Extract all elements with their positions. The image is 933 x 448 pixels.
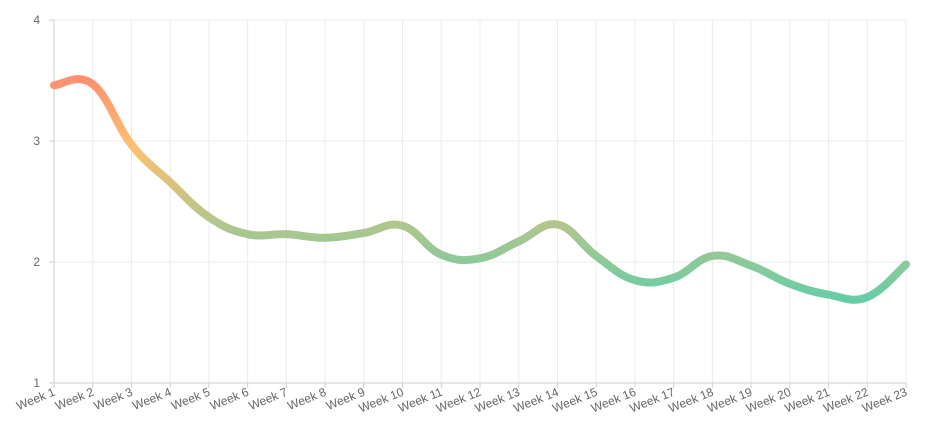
y-tick-label: 3 bbox=[33, 134, 40, 148]
x-tick-label: Week 7 bbox=[247, 385, 290, 413]
x-tick-label: Week 10 bbox=[357, 385, 406, 416]
y-tick-labels: 1 2 3 4 bbox=[33, 13, 40, 390]
series-line-group bbox=[50, 75, 910, 304]
x-tick-label: Week 5 bbox=[169, 385, 212, 413]
axes bbox=[49, 19, 907, 388]
x-tick-label: Week 8 bbox=[285, 385, 328, 413]
y-tick-label: 1 bbox=[33, 376, 40, 390]
x-tick-label: Week 3 bbox=[92, 385, 135, 413]
y-tick-label: 2 bbox=[33, 255, 40, 269]
x-tick-label: Week 23 bbox=[860, 385, 909, 416]
x-tick-label: Week 4 bbox=[131, 385, 174, 413]
series-line bbox=[50, 75, 910, 304]
y-tick-label: 4 bbox=[33, 13, 40, 27]
grid bbox=[54, 19, 907, 383]
x-tick-label: Week 6 bbox=[208, 385, 251, 413]
x-tick-label: Week 2 bbox=[53, 385, 96, 413]
